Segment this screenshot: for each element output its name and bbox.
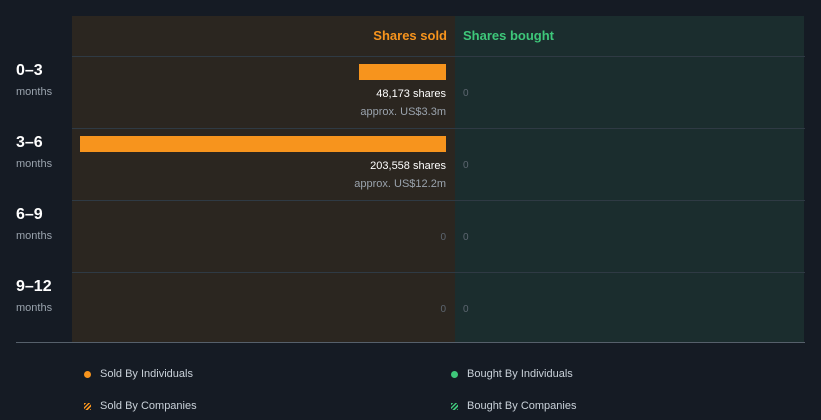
- legend-item: Sold By Companies: [84, 400, 197, 412]
- sold-zero-label: 0: [440, 232, 446, 243]
- period-label: 0–3: [16, 62, 43, 79]
- legend-hatch-icon: [84, 402, 91, 410]
- row-divider: [72, 128, 805, 129]
- period-unit: months: [16, 158, 53, 170]
- legend-item: Bought By Individuals: [451, 368, 573, 380]
- row-divider: [72, 56, 805, 57]
- sold-value-label: approx. US$12.2m: [354, 178, 446, 190]
- sold-value-label: approx. US$3.3m: [360, 106, 446, 118]
- legend-label: Bought By Companies: [467, 400, 577, 412]
- period-label: 3–6: [16, 134, 43, 151]
- row-divider: [72, 272, 805, 273]
- sold-bar: [80, 136, 446, 152]
- period-label: 6–9: [16, 206, 43, 223]
- legend-label: Sold By Individuals: [100, 368, 193, 380]
- x-axis-line: [16, 342, 805, 343]
- row-divider: [72, 200, 805, 201]
- bought-zero-label: 0: [463, 232, 469, 243]
- legend-hatch-icon: [451, 402, 458, 410]
- sold-zero-label: 0: [440, 304, 446, 315]
- legend-item: Sold By Individuals: [84, 368, 193, 380]
- legend-label: Sold By Companies: [100, 400, 197, 412]
- sold-shares-label: 203,558 shares: [370, 160, 446, 172]
- shares-sold-header: Shares sold: [373, 28, 447, 43]
- bought-zero-label: 0: [463, 88, 469, 99]
- sold-shares-label: 48,173 shares: [376, 88, 446, 100]
- legend-label: Bought By Individuals: [467, 368, 573, 380]
- bought-zero-label: 0: [463, 304, 469, 315]
- shares-bought-header: Shares bought: [463, 28, 555, 43]
- legend-dot-icon: [84, 370, 91, 378]
- period-unit: months: [16, 230, 53, 242]
- period-label: 9–12: [16, 278, 52, 295]
- period-unit: months: [16, 86, 53, 98]
- shares-bought-column: [455, 16, 804, 342]
- legend-item: Bought By Companies: [451, 400, 576, 412]
- sold-bar: [359, 64, 446, 80]
- bought-zero-label: 0: [463, 160, 469, 171]
- legend-dot-icon: [451, 370, 458, 378]
- period-unit: months: [16, 302, 53, 314]
